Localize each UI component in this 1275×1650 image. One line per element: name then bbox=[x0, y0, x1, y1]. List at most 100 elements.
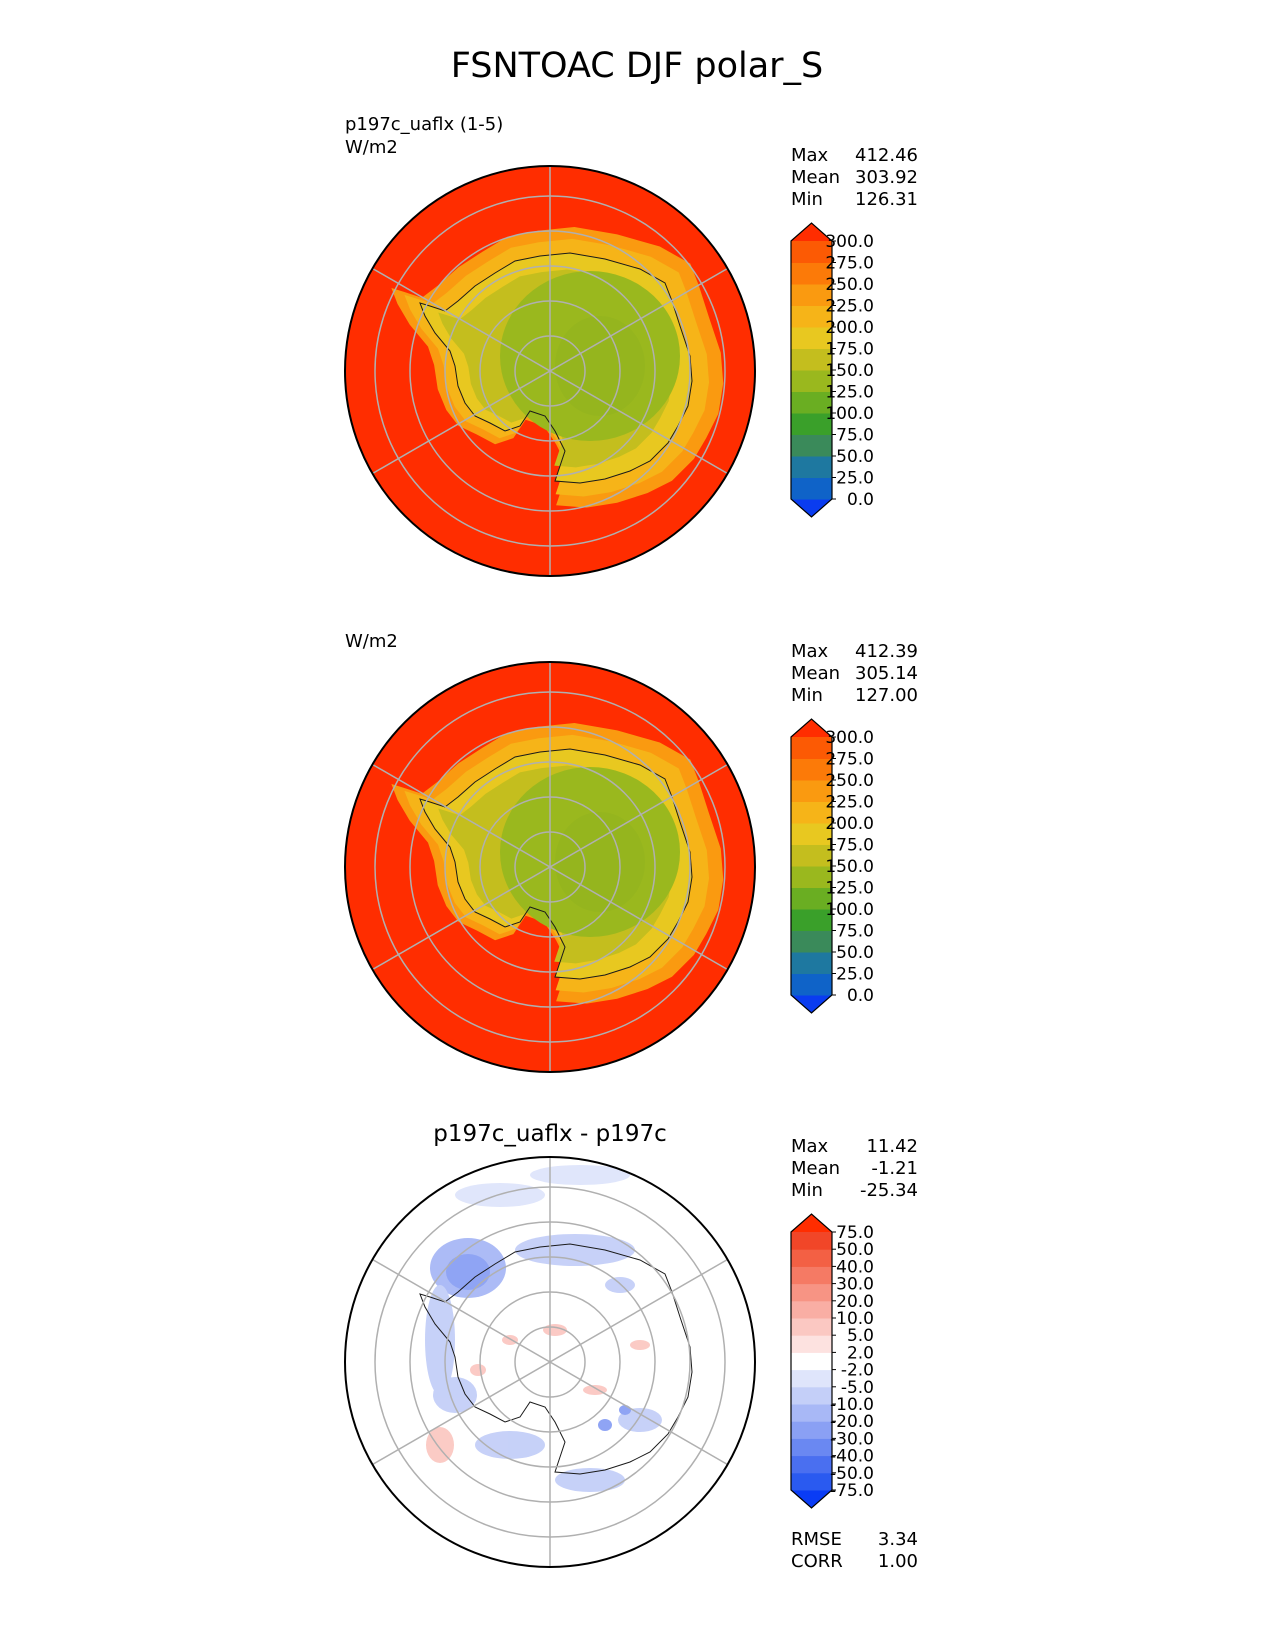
colorbar-extend-bottom bbox=[791, 1490, 832, 1508]
colorbar-tick-label: 300.0 bbox=[825, 728, 874, 748]
panel-3-extra-stats: RMSE 3.34 CORR 1.00 bbox=[791, 1529, 918, 1572]
panel-2-frame bbox=[344, 661, 756, 1073]
colorbar-tick-label: 0.0 bbox=[847, 490, 874, 510]
colorbar-tick-label: 300.0 bbox=[825, 232, 874, 252]
colorbar-segment bbox=[791, 284, 832, 306]
panel-1-subtitle: p197c_uaflx (1-5) bbox=[345, 114, 503, 135]
colorbar-tick-label: -40.0 bbox=[830, 1447, 874, 1467]
colorbar-segment bbox=[791, 887, 832, 910]
colorbar-segment bbox=[791, 801, 832, 824]
panel-1-mean-label: Mean bbox=[791, 167, 840, 188]
panel-2-units: W/m2 bbox=[345, 631, 398, 652]
colorbar-extend-top bbox=[791, 223, 832, 241]
colorbar-tick-label: -10.0 bbox=[830, 1395, 874, 1415]
colorbar-tick-label: -50.0 bbox=[830, 1464, 874, 1484]
panel-3-stats: Max 11.42 Mean -1.21 Min -25.34 bbox=[791, 1136, 918, 1201]
colorbar-segment bbox=[791, 1386, 832, 1405]
panel-1-max-value: 412.46 bbox=[855, 145, 918, 166]
colorbar-segment bbox=[791, 1232, 832, 1250]
panel-3-max-label: Max bbox=[791, 1136, 829, 1157]
colorbar-tick-label: 125.0 bbox=[825, 383, 874, 403]
colorbar-tick-label: 75.0 bbox=[836, 1223, 874, 1243]
colorbar-segment bbox=[791, 1421, 832, 1439]
panel-2: W/m2 Max 412.3 bbox=[344, 631, 918, 1073]
panel-3-positive-anomalies bbox=[426, 1324, 650, 1463]
panel-1-gridlines bbox=[372, 166, 728, 576]
panel-3-frame bbox=[344, 1156, 756, 1568]
colorbar-tick-label: 2.0 bbox=[847, 1343, 874, 1363]
colorbar-tick-label: 275.0 bbox=[825, 254, 874, 274]
colorbar-segment bbox=[791, 1249, 832, 1267]
colorbar-segment bbox=[791, 1455, 832, 1474]
colorbar-segment bbox=[791, 1352, 832, 1371]
colorbar-segment bbox=[791, 1438, 832, 1457]
panel-3-title: p197c_uaflx - p197c bbox=[433, 1121, 666, 1147]
colorbar-tick-label: 150.0 bbox=[825, 857, 874, 877]
colorbar-tick-label: 20.0 bbox=[836, 1292, 874, 1312]
colorbar-tick-label: 150.0 bbox=[825, 361, 874, 381]
colorbar-tick-label: 50.0 bbox=[836, 447, 874, 467]
panel-1-colorbar: 0.025.050.075.0100.0125.0150.0175.0200.0… bbox=[790, 222, 874, 518]
panel-1-min-value: 126.31 bbox=[855, 189, 918, 210]
colorbar-tick-label: -20.0 bbox=[830, 1412, 874, 1432]
colorbar-tick-label: 275.0 bbox=[825, 750, 874, 770]
colorbar-tick-label: 100.0 bbox=[825, 404, 874, 424]
colorbar-tick-label: 225.0 bbox=[825, 297, 874, 317]
colorbar-segment bbox=[791, 327, 832, 349]
colorbar-segment bbox=[791, 391, 832, 414]
colorbar-segment bbox=[791, 241, 832, 263]
colorbar-tick-label: 200.0 bbox=[825, 318, 874, 338]
panel-2-plateau-core bbox=[555, 812, 645, 912]
panel-1-plateau-core bbox=[555, 316, 645, 416]
colorbar-segment bbox=[791, 434, 832, 457]
colorbar-tick-label: 175.0 bbox=[825, 836, 874, 856]
rmse-label: RMSE bbox=[791, 1529, 842, 1550]
colorbar-tick-label: 250.0 bbox=[825, 771, 874, 791]
panel-2-min-value: 127.00 bbox=[855, 685, 918, 706]
colorbar-segment bbox=[791, 1300, 832, 1319]
panel-2-colorbar: 0.025.050.075.0100.0125.0150.0175.0200.0… bbox=[790, 718, 874, 1014]
panel-3-mean-label: Mean bbox=[791, 1158, 840, 1179]
colorbar-tick-label: 50.0 bbox=[836, 943, 874, 963]
colorbar-tick-label: 50.0 bbox=[836, 1240, 874, 1260]
panel-3-negative-anomalies bbox=[425, 1165, 662, 1492]
colorbar-segment bbox=[791, 262, 832, 285]
colorbar-tick-label: 25.0 bbox=[836, 965, 874, 985]
colorbar-tick-label: 100.0 bbox=[825, 900, 874, 920]
colorbar-segment bbox=[791, 1318, 832, 1336]
colorbar-tick-label: 0.0 bbox=[847, 986, 874, 1006]
colorbar-segment bbox=[791, 973, 832, 996]
colorbar-tick-label: 125.0 bbox=[825, 879, 874, 899]
colorbar-extend-top bbox=[791, 1214, 832, 1232]
colorbar-segment bbox=[791, 1472, 832, 1491]
colorbar-segment bbox=[791, 348, 832, 371]
panel-3-max-value: 11.42 bbox=[866, 1136, 918, 1157]
figure-title: FSNTOAC DJF polar_S bbox=[451, 46, 824, 86]
colorbar-extend-bottom bbox=[791, 995, 832, 1013]
colorbar-tick-label: 30.0 bbox=[836, 1275, 874, 1295]
colorbar-tick-label: -2.0 bbox=[841, 1361, 874, 1381]
colorbar-segment bbox=[791, 930, 832, 953]
panel-3-colorbar: -75.0-50.0-40.0-30.0-20.0-10.0-5.0-2.02.… bbox=[790, 1213, 874, 1509]
panel-3-map bbox=[345, 1157, 755, 1567]
colorbar-segment bbox=[791, 737, 832, 759]
colorbar-segment bbox=[791, 866, 832, 888]
colorbar-tick-label: 25.0 bbox=[836, 469, 874, 489]
panel-1-mean-value: 303.92 bbox=[855, 167, 918, 188]
colorbar-segment bbox=[791, 305, 832, 328]
colorbar-tick-label: 250.0 bbox=[825, 275, 874, 295]
colorbar-extend-bottom bbox=[791, 499, 832, 517]
colorbar-tick-label: -75.0 bbox=[830, 1481, 874, 1501]
colorbar-tick-label: 225.0 bbox=[825, 793, 874, 813]
panel-3: p197c_uaflx - p197c bbox=[344, 1121, 918, 1572]
colorbar-tick-label: 75.0 bbox=[836, 426, 874, 446]
corr-label: CORR bbox=[791, 1551, 843, 1572]
panel-3-min-label: Min bbox=[791, 1180, 823, 1201]
colorbar-tick-label: 200.0 bbox=[825, 814, 874, 834]
colorbar-tick-label: 10.0 bbox=[836, 1309, 874, 1329]
colorbar-segment bbox=[791, 1335, 832, 1353]
colorbar-segment bbox=[791, 370, 832, 392]
colorbar-tick-label: 175.0 bbox=[825, 340, 874, 360]
panel-2-mean-label: Mean bbox=[791, 663, 840, 684]
colorbar-segment bbox=[791, 780, 832, 802]
